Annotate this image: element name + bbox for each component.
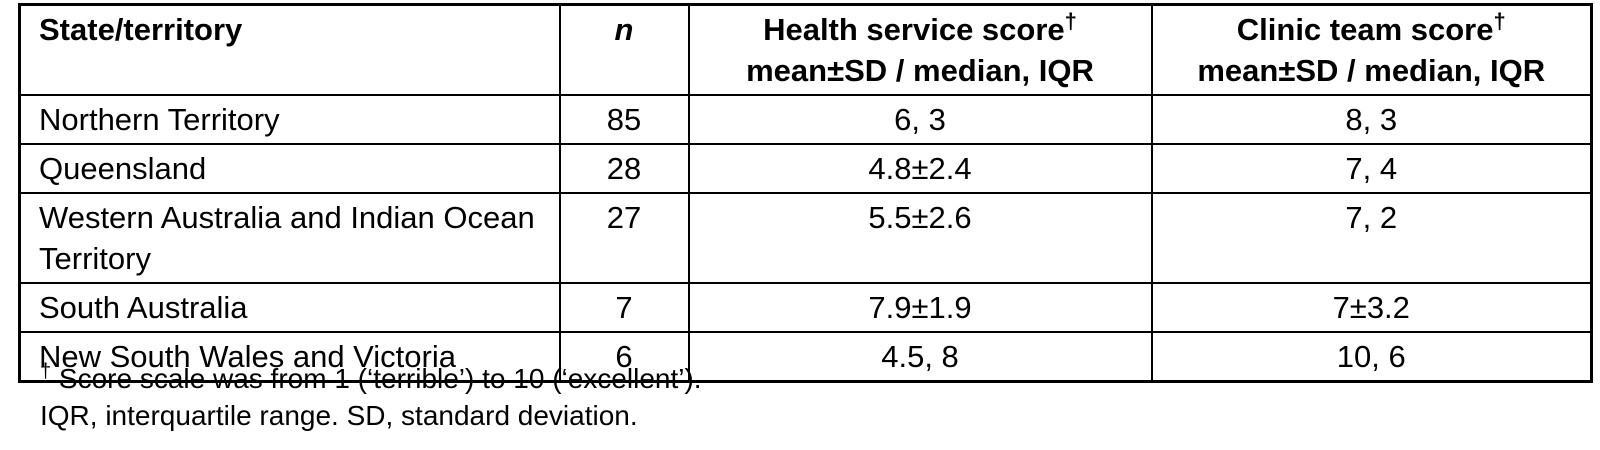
- cell-health-score: 7.9±1.9: [687, 282, 1153, 333]
- dagger-symbol: †: [1064, 8, 1077, 34]
- cell-state: Western Australia and Indian Ocean Terri…: [18, 192, 561, 284]
- cell-n: 27: [558, 192, 690, 284]
- dagger-symbol: †: [1493, 8, 1506, 34]
- table-row-northern-territory: Northern Territory 85 6, 3 8, 3: [18, 94, 1593, 145]
- cell-clinic-score: 10, 6: [1150, 331, 1593, 383]
- cell-state: New South Wales and Victoria: [18, 331, 561, 383]
- cell-clinic-score: 8, 3: [1150, 94, 1593, 145]
- header-state-label: State/territory: [39, 12, 243, 47]
- cell-n: 85: [558, 94, 690, 145]
- cell-health-score: 4.5, 8: [687, 331, 1153, 383]
- table-row-western-australia: Western Australia and Indian Ocean Terri…: [18, 192, 1593, 284]
- cell-clinic-score: 7±3.2: [1150, 282, 1593, 333]
- table-footnotes: † Score scale was from 1 (‘terrible’) to…: [40, 360, 702, 434]
- cell-health-score: 5.5±2.6: [687, 192, 1153, 284]
- cell-clinic-score: 7, 2: [1150, 192, 1593, 284]
- column-header-clinic-team-score: Clinic team score† mean±SD / median, IQR: [1150, 3, 1593, 96]
- cell-n: 7: [558, 282, 690, 333]
- cell-n: 6: [558, 331, 690, 383]
- header-health-title: Health service score: [763, 12, 1065, 47]
- header-clinic-title: Clinic team score: [1236, 12, 1494, 47]
- cell-n: 28: [558, 143, 690, 194]
- footnote-abbreviations: IQR, interquartile range. SD, standard d…: [40, 397, 702, 434]
- table-row-south-australia: South Australia 7 7.9±1.9 7±3.2: [18, 282, 1593, 333]
- column-header-state-territory: State/territory: [18, 3, 561, 96]
- footnote-abbreviations-text: IQR, interquartile range. SD, standard d…: [40, 400, 638, 431]
- cell-health-score: 4.8±2.4: [687, 143, 1153, 194]
- column-header-health-service-score: Health service score† mean±SD / median, …: [687, 3, 1153, 96]
- header-health-subtitle: mean±SD / median, IQR: [746, 53, 1094, 88]
- footnote-score-scale: † Score scale was from 1 (‘terrible’) to…: [40, 360, 702, 397]
- state-scores-table: State/territory n Health service score† …: [18, 3, 1593, 383]
- cell-health-score: 6, 3: [687, 94, 1153, 145]
- cell-clinic-score: 7, 4: [1150, 143, 1593, 194]
- cell-state: Queensland: [18, 143, 561, 194]
- cell-state: South Australia: [18, 282, 561, 333]
- footnote-score-scale-text: Score scale was from 1 (‘terrible’) to 1…: [58, 363, 702, 394]
- table-header-row: State/territory n Health service score† …: [18, 3, 1593, 96]
- cell-state: Northern Territory: [18, 94, 561, 145]
- dagger-symbol: †: [40, 360, 52, 383]
- column-header-n: n: [558, 3, 690, 96]
- header-n-label: n: [614, 12, 634, 47]
- table-row-queensland: Queensland 28 4.8±2.4 7, 4: [18, 143, 1593, 194]
- header-clinic-subtitle: mean±SD / median, IQR: [1197, 53, 1546, 88]
- table-row-nsw-victoria: New South Wales and Victoria 6 4.5, 8 10…: [18, 331, 1593, 383]
